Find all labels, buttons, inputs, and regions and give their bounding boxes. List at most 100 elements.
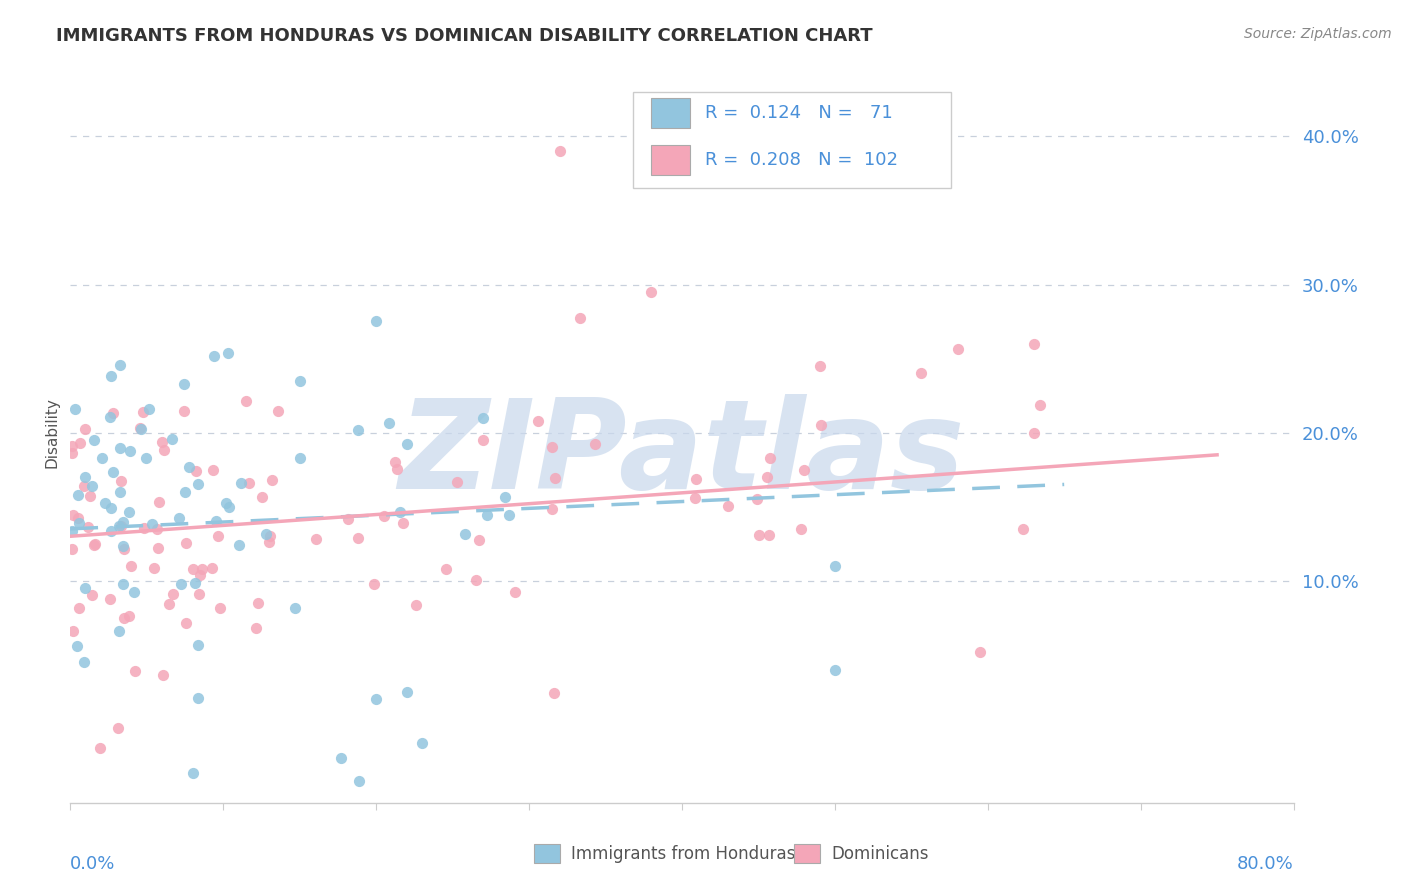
Point <box>395 437 418 451</box>
Point <box>254 527 277 541</box>
Point <box>188 567 211 582</box>
Point <box>129 421 152 435</box>
Point <box>188 586 211 600</box>
Point <box>169 577 191 591</box>
Point <box>477 508 499 522</box>
FancyBboxPatch shape <box>633 92 950 188</box>
Point <box>640 285 662 299</box>
Point <box>1022 336 1045 351</box>
Point <box>98 409 121 424</box>
Point <box>946 342 969 356</box>
Point <box>157 597 180 611</box>
Text: R =  0.124   N =   71: R = 0.124 N = 71 <box>706 103 893 122</box>
Point <box>110 474 132 488</box>
Point <box>789 522 811 536</box>
Point <box>454 527 477 541</box>
Point <box>259 529 281 543</box>
Point <box>169 510 191 524</box>
Point <box>83 537 105 551</box>
Point <box>1022 425 1045 440</box>
Point <box>468 533 491 547</box>
Point <box>118 505 141 519</box>
Point <box>969 645 991 659</box>
Point <box>207 529 229 543</box>
Point <box>66 640 89 654</box>
Point <box>80 588 103 602</box>
Point <box>153 442 176 457</box>
Point <box>758 528 780 542</box>
Point <box>62 508 84 523</box>
Point <box>205 514 228 528</box>
Point <box>284 601 307 615</box>
Point <box>465 573 488 587</box>
Point <box>685 472 707 486</box>
Point <box>173 377 195 392</box>
Point <box>229 476 252 491</box>
Point <box>75 422 97 436</box>
Point <box>146 523 169 537</box>
Point <box>103 466 125 480</box>
Point <box>717 500 740 514</box>
Point <box>187 638 209 652</box>
Point <box>184 464 207 478</box>
Point <box>66 510 89 524</box>
Point <box>503 584 526 599</box>
Point <box>183 576 205 591</box>
Point <box>405 598 427 612</box>
Point <box>187 477 209 491</box>
Point <box>759 451 782 466</box>
Point <box>910 366 932 380</box>
Point <box>583 437 606 451</box>
Point <box>148 541 170 555</box>
Point <box>377 416 399 430</box>
Point <box>201 561 224 575</box>
Point <box>82 479 104 493</box>
Point <box>135 450 157 465</box>
Point <box>120 559 142 574</box>
Point <box>111 577 134 591</box>
Point <box>245 621 267 635</box>
Point <box>89 741 111 756</box>
Point <box>337 512 360 526</box>
Point <box>366 692 388 706</box>
Point <box>544 471 567 485</box>
Point <box>60 524 83 538</box>
Point <box>363 576 385 591</box>
Point <box>257 535 280 549</box>
Point <box>174 484 197 499</box>
Point <box>60 446 83 460</box>
Point <box>235 393 257 408</box>
Point <box>83 538 105 552</box>
Point <box>288 451 311 466</box>
Point <box>527 414 550 428</box>
Point <box>683 491 706 506</box>
Point <box>387 462 409 476</box>
Text: Source: ZipAtlas.com: Source: ZipAtlas.com <box>1244 27 1392 41</box>
Point <box>124 664 146 678</box>
Y-axis label: Disability: Disability <box>44 397 59 468</box>
Text: R =  0.208   N =  102: R = 0.208 N = 102 <box>706 151 898 169</box>
Point <box>472 433 495 447</box>
Point <box>288 374 311 388</box>
Point <box>160 433 183 447</box>
Point <box>745 491 768 506</box>
Point <box>73 470 96 484</box>
Point <box>150 434 173 449</box>
Point <box>108 518 131 533</box>
Point <box>446 475 468 489</box>
Point <box>748 528 770 542</box>
Point <box>76 520 98 534</box>
Point <box>112 515 135 529</box>
Point <box>101 406 124 420</box>
Point <box>260 473 283 487</box>
Point <box>112 611 135 625</box>
Point <box>202 463 225 477</box>
Point <box>67 601 90 615</box>
Point <box>152 668 174 682</box>
Point <box>215 496 238 510</box>
Text: ZIPatlas: ZIPatlas <box>399 394 965 516</box>
Point <box>202 349 225 363</box>
Point <box>217 346 239 360</box>
Point <box>183 562 205 576</box>
FancyBboxPatch shape <box>651 145 690 175</box>
